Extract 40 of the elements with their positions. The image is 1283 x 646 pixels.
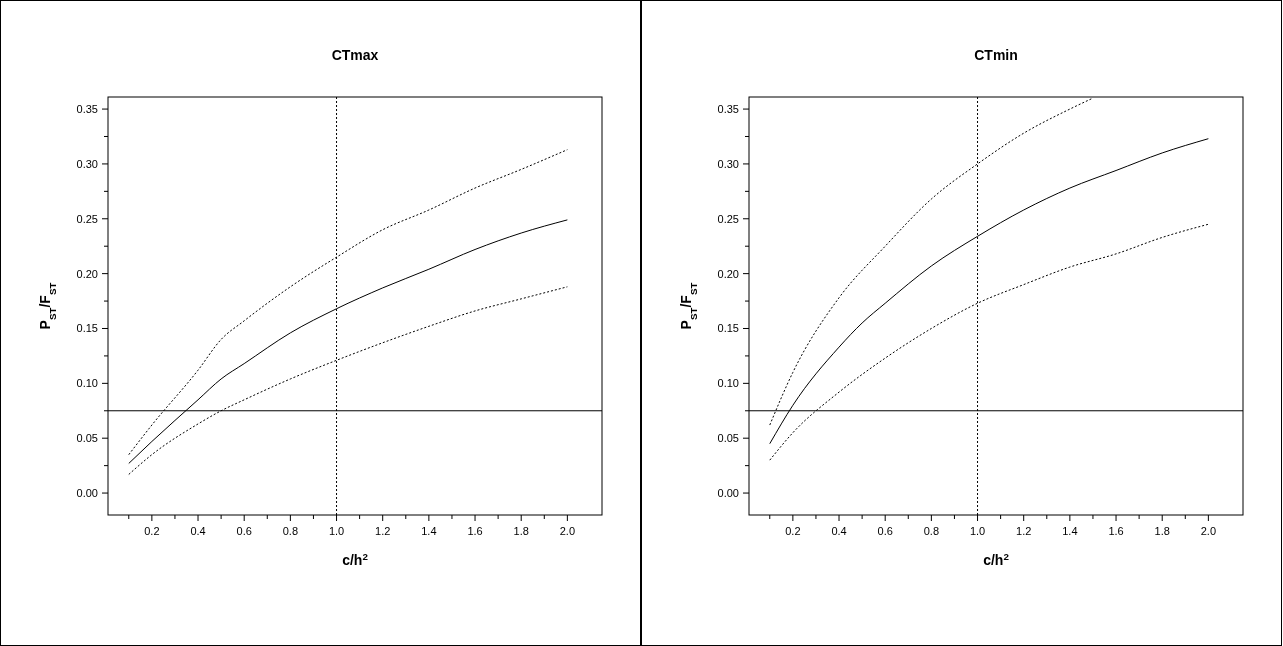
y-tick-label: 0.25 (717, 212, 739, 225)
x-tick-label: 1.4 (421, 525, 437, 537)
y-tick-label: 0.10 (717, 377, 739, 390)
x-tick-label: 2.0 (559, 525, 576, 537)
y-tick-label: 0.20 (717, 267, 739, 280)
x-tick-label: 1.6 (467, 525, 483, 537)
y-tick-label: 0.05 (717, 432, 739, 445)
x-tick-label: 0.4 (190, 525, 206, 537)
y-tick-label: 0.05 (76, 432, 98, 445)
x-tick-label: 1.2 (375, 525, 391, 537)
x-tick-label: 1.8 (1154, 525, 1170, 537)
x-tick-label: 0.6 (877, 525, 893, 537)
y-tick-label: 0.00 (76, 487, 98, 500)
x-tick-label: 1.2 (1016, 525, 1032, 537)
x-axis-title: c/h$^{2}$ (342, 550, 369, 568)
x-tick-label: 0.8 (282, 525, 299, 537)
x-tick-label: 0.2 (144, 525, 160, 537)
y-tick-label: 0.10 (76, 377, 98, 390)
y-tick-label: 0.00 (717, 487, 739, 500)
y-tick-label: 0.20 (76, 267, 98, 280)
y-tick-label: 0.35 (76, 103, 98, 116)
x-tick-label: 0.8 (923, 525, 940, 537)
x-tick-label: 1.8 (513, 525, 529, 537)
x-tick-label: 1.0 (969, 525, 986, 537)
chart-title: CTmin (974, 47, 1018, 63)
y-tick-label: 0.30 (76, 157, 98, 170)
x-tick-label: 0.4 (831, 525, 847, 537)
y-tick-label: 0.35 (717, 103, 739, 116)
x-tick-label: 0.2 (785, 525, 801, 537)
chart-title: CTmax (331, 47, 379, 63)
y-tick-label: 0.25 (76, 212, 98, 225)
x-axis-title: c/h$^{2}$ (983, 550, 1010, 568)
y-tick-label: 0.30 (717, 157, 739, 170)
y-tick-label: 0.15 (717, 322, 739, 335)
x-tick-label: 1.0 (328, 525, 345, 537)
x-tick-label: 1.4 (1062, 525, 1078, 537)
x-tick-label: 2.0 (1200, 525, 1217, 537)
x-tick-label: 1.6 (1108, 525, 1124, 537)
x-tick-label: 0.6 (236, 525, 252, 537)
y-tick-label: 0.15 (76, 322, 98, 335)
